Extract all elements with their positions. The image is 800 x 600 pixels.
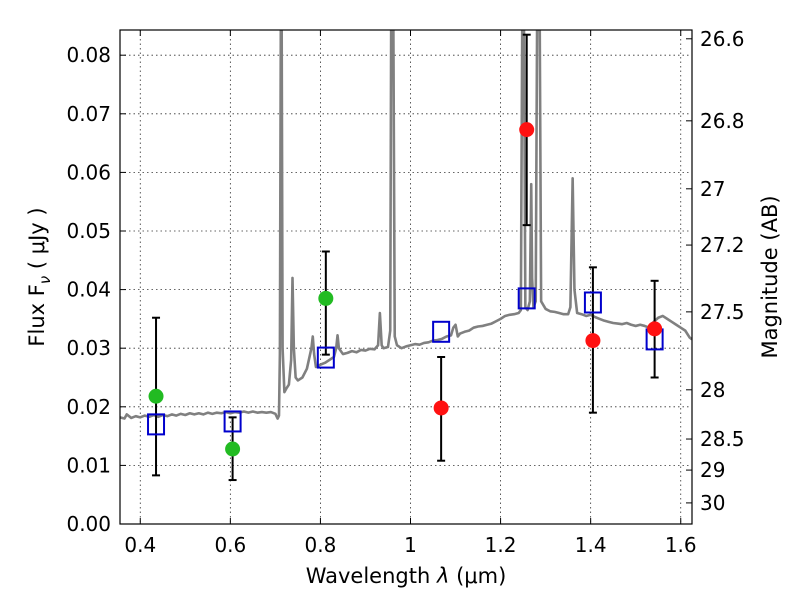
y-tick-label: 0.00 [66, 512, 111, 536]
model-photometry-square [517, 287, 536, 310]
measurement-point [585, 333, 601, 349]
y-tick-label: 0.08 [66, 43, 111, 67]
x-tick-label: 1.2 [485, 533, 517, 557]
x-tick-label: 1.4 [575, 533, 607, 557]
model-photometry-square [316, 346, 335, 369]
x-axis-label-prefix: Wavelength [306, 564, 437, 588]
y-axis-ticks: 0.00 0.01 0.02 0.03 0.04 0.05 0.06 0.07 0.08 [66, 43, 126, 536]
x-axis-label-unit: (μm) [449, 564, 506, 588]
model-photometry-square [583, 291, 602, 314]
x-axis-ticks: 0.4 0.6 0.8 1 1.2 1.4 1.6 [124, 30, 697, 557]
plot-frame [119, 29, 693, 525]
x-tick-label: 0.4 [124, 533, 156, 557]
x-tick-label: 1.6 [665, 533, 697, 557]
y-tick-label: 0.06 [66, 160, 111, 184]
y-axis-label: Flux Fν ( μJy ) [25, 207, 54, 346]
y2-tick-label: 30 [700, 491, 725, 515]
y2-axis-ticks: 26.6 26.8 27 27.2 27.5 28 28.5 29 30 [686, 27, 745, 515]
x-axis-label: Wavelength λ (μm) [306, 564, 507, 588]
detection-point [148, 388, 164, 404]
plot-background [120, 30, 692, 524]
y-tick-label: 0.05 [66, 219, 111, 243]
y2-axis-label: Magnitude (AB) [758, 195, 782, 358]
y-tick-label: 0.07 [66, 102, 111, 126]
y2-tick-label: 27.2 [700, 233, 745, 257]
x-axis-label-symbol: λ [436, 564, 449, 588]
model-photometry-squares [147, 287, 664, 436]
x-tick-label: 0.8 [305, 533, 337, 557]
y-tick-label: 0.04 [66, 278, 111, 302]
y-tick-label: 0.02 [66, 395, 111, 419]
model-photometry-square [223, 410, 242, 433]
y-tick-label: 0.03 [66, 336, 111, 360]
y2-tick-label: 27.5 [700, 300, 745, 324]
y-axis-label-sub: ν [36, 276, 54, 284]
y2-tick-label: 27 [700, 177, 725, 201]
photometry-points [148, 122, 663, 457]
y-axis-label-unit: ( μJy ) [25, 207, 49, 275]
measurement-point [433, 400, 449, 416]
model-photometry-square [432, 320, 451, 343]
x-tick-label: 0.6 [214, 533, 246, 557]
y-tick-label: 0.01 [66, 453, 111, 477]
y2-tick-label: 28.5 [700, 427, 745, 451]
y-axis-label-main: Flux F [25, 284, 49, 346]
y2-tick-label: 29 [700, 458, 725, 482]
y2-tick-label: 26.6 [700, 27, 745, 51]
y2-tick-label: 28 [700, 378, 725, 402]
y2-tick-label: 26.8 [700, 109, 745, 133]
measurement-point [647, 321, 663, 337]
measurement-point [519, 122, 535, 138]
x-tick-label: 1 [404, 533, 417, 557]
detection-point [225, 441, 241, 457]
model-photometry-square [147, 413, 166, 436]
detection-point [318, 290, 334, 306]
